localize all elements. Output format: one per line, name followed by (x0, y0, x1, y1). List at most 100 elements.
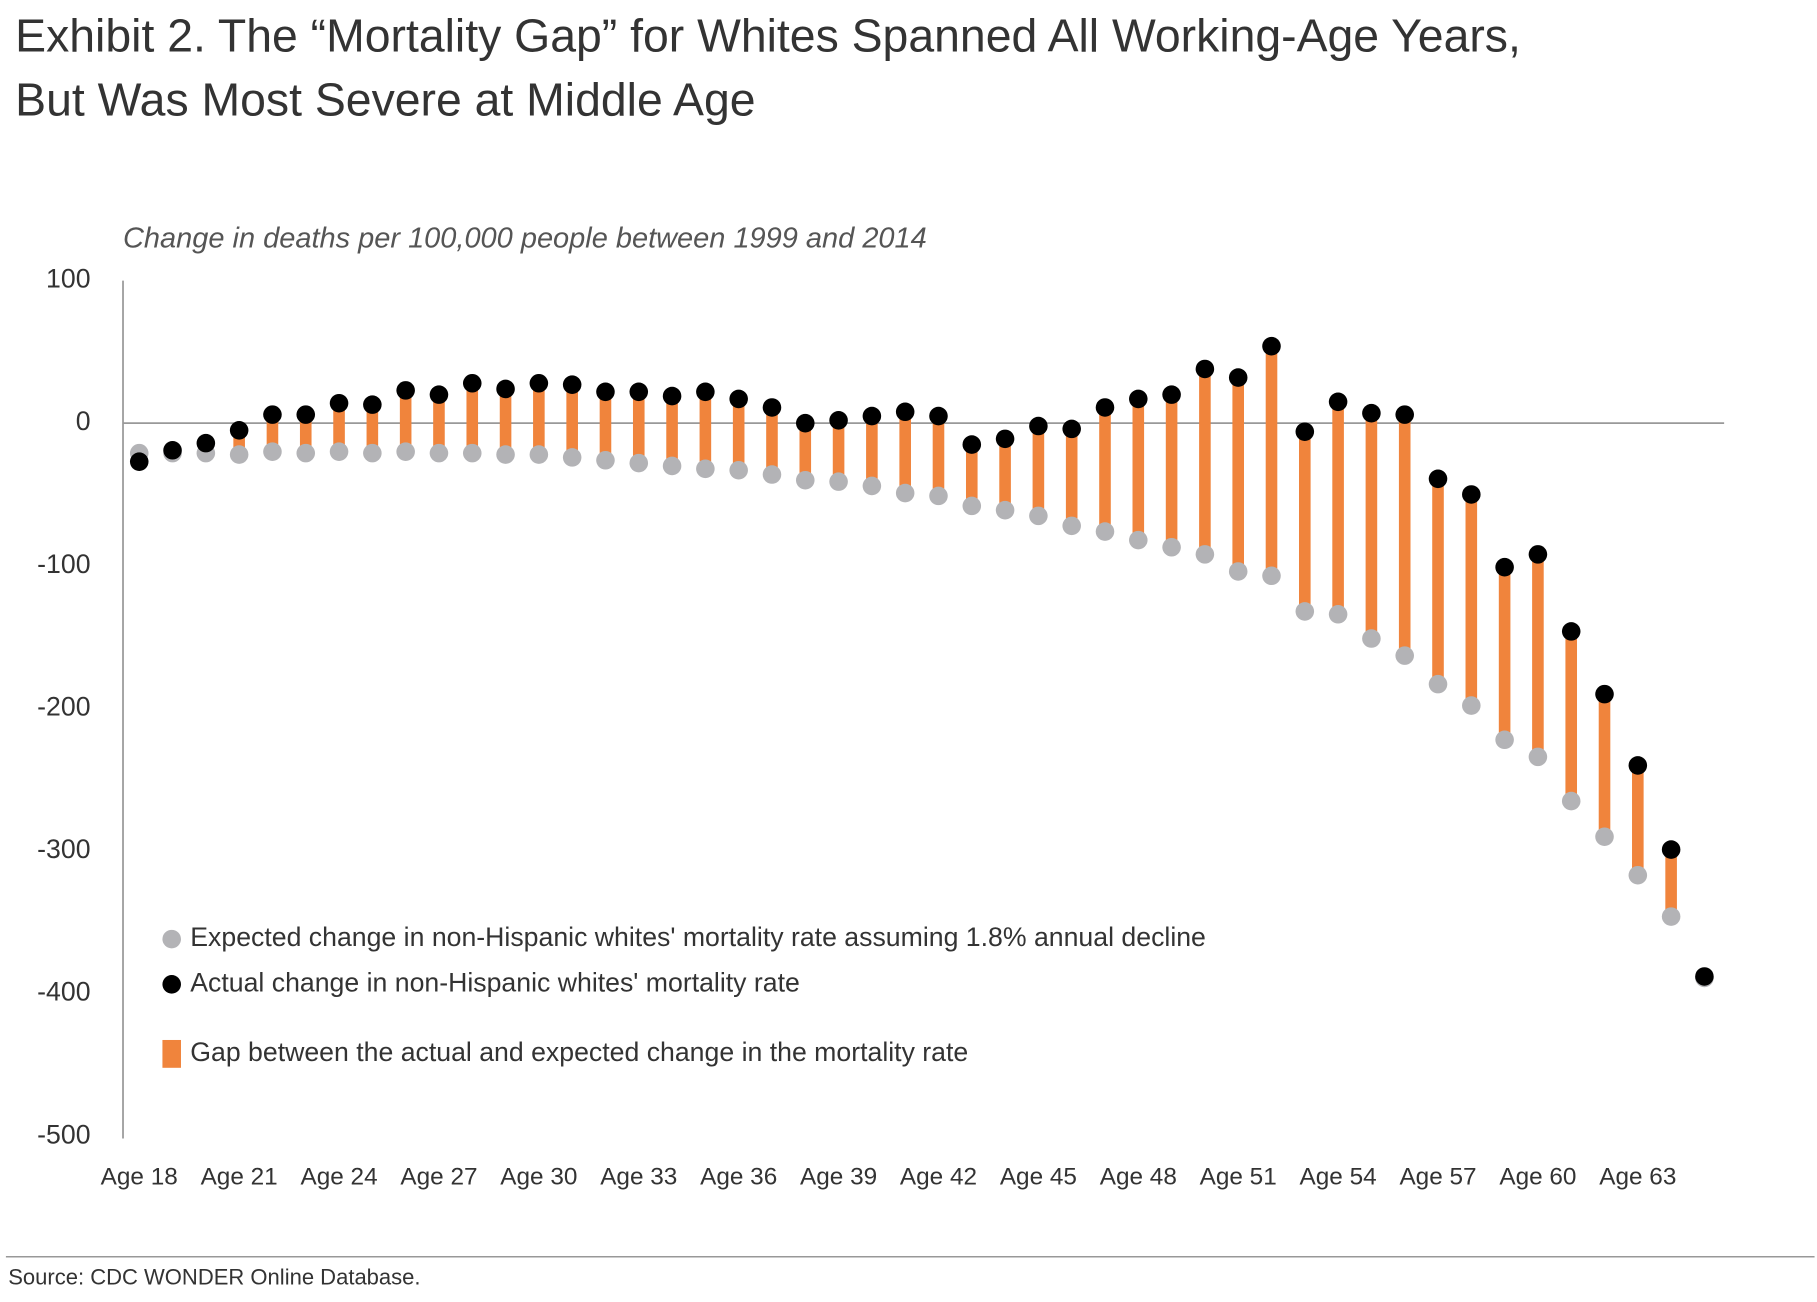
gap-bar (299, 414, 312, 454)
actual-point (1561, 622, 1581, 641)
expected-point (1561, 791, 1581, 811)
actual-point (562, 375, 582, 394)
expected-point (1129, 530, 1148, 550)
expected-point (962, 496, 982, 516)
gap-bar (766, 407, 778, 475)
actual-point (1462, 485, 1481, 504)
expected-point (995, 500, 1015, 520)
actual-point (796, 413, 815, 433)
x-tick-label: Age 54 (1300, 1163, 1377, 1190)
expected-point (1029, 506, 1048, 526)
actual-point (363, 395, 382, 414)
gap-bar (233, 430, 245, 455)
actual-point (1129, 389, 1148, 409)
actual-point (1495, 557, 1514, 577)
expected-point (1228, 562, 1248, 581)
expected-point (1362, 629, 1381, 648)
expected-point (229, 445, 249, 464)
x-tick-label: Age 51 (1200, 1163, 1277, 1190)
gap-bar (1065, 428, 1078, 526)
gap-bar (1598, 694, 1611, 837)
actual-point (962, 435, 982, 454)
legend-label: Gap between the actual and expected chan… (190, 1037, 968, 1067)
expected-point (1628, 865, 1648, 885)
x-tick-label: Age 48 (1100, 1163, 1177, 1190)
actual-point (1195, 359, 1215, 379)
actual-point (1162, 385, 1181, 404)
y-tick-label: 100 (46, 264, 90, 294)
expected-point (1295, 602, 1315, 621)
y-tick-label: -200 (37, 691, 90, 721)
legend-swatch (162, 975, 181, 994)
expected-point (1195, 545, 1215, 564)
actual-point (329, 393, 349, 413)
legend-label: Expected change in non-Hispanic whites' … (190, 922, 1206, 952)
gap-bar (599, 391, 612, 461)
gap-bar (1232, 377, 1244, 572)
expected-point (596, 450, 615, 470)
x-tick-label: Age 60 (1499, 1163, 1576, 1190)
legend-swatch (162, 1039, 181, 1068)
gap-bar (699, 391, 712, 469)
actual-point (229, 421, 249, 440)
gap-bar (899, 411, 911, 494)
gap-bar (965, 444, 978, 506)
gap-bar (1498, 567, 1511, 740)
gap-bar (1365, 413, 1378, 639)
legend-swatch (162, 929, 181, 949)
actual-point (196, 433, 216, 453)
gap-bar (399, 390, 412, 452)
actual-point (729, 389, 748, 409)
actual-point (929, 406, 948, 426)
gap-bar (1165, 394, 1178, 548)
expected-point (496, 445, 515, 464)
expected-point (1262, 566, 1281, 586)
expected-point (1428, 674, 1448, 694)
actual-point (396, 381, 415, 400)
gap-bar (1032, 426, 1045, 516)
actual-point (1661, 840, 1681, 859)
expected-point (796, 470, 815, 490)
gap-bar (1132, 398, 1145, 541)
expected-point (263, 442, 282, 461)
gap-bar (1099, 407, 1111, 532)
gap-bar (366, 404, 379, 454)
gap-bar (1432, 478, 1444, 685)
gap-bar (932, 416, 945, 496)
x-tick-label: Age 45 (1000, 1163, 1077, 1190)
x-tick-label: Age 30 (500, 1163, 577, 1190)
y-tick-label: -400 (37, 977, 90, 1007)
actual-point (1062, 419, 1081, 439)
actual-point (163, 440, 182, 460)
legend-label: Actual change in non-Hispanic whites' mo… (190, 967, 800, 997)
actual-point (1395, 405, 1414, 424)
x-tick-label: Age 39 (800, 1163, 877, 1190)
expected-point (895, 483, 915, 503)
gap-bar (533, 383, 545, 455)
x-tick-label: Age 24 (300, 1163, 377, 1190)
expected-point (462, 443, 482, 463)
actual-point (429, 385, 449, 404)
gap-bar (1565, 631, 1578, 802)
actual-point (263, 405, 282, 424)
actual-point (1362, 403, 1381, 423)
expected-point (1661, 907, 1681, 926)
actual-point (1029, 416, 1048, 436)
actual-point (1428, 469, 1448, 489)
actual-point (629, 382, 649, 402)
gap-bar (999, 438, 1011, 511)
y-tick-label: -500 (37, 1119, 90, 1149)
actual-point (296, 405, 316, 424)
expected-point (929, 486, 948, 506)
expected-point (862, 476, 882, 496)
actual-point (662, 386, 682, 406)
expected-point (762, 465, 782, 484)
expected-point (662, 456, 682, 476)
x-tick-label: Age 63 (1599, 1163, 1676, 1190)
gap-bar (1532, 554, 1544, 757)
x-tick-label: Age 33 (600, 1163, 677, 1190)
gap-bar (1665, 849, 1677, 917)
actual-point (529, 373, 549, 393)
actual-point (895, 402, 915, 422)
y-tick-label: -300 (37, 834, 90, 864)
